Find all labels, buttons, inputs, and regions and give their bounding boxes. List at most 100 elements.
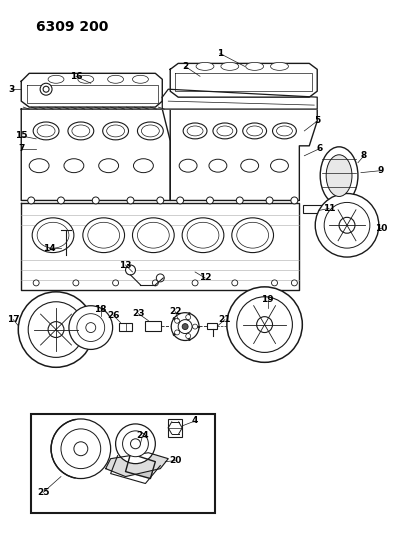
Polygon shape xyxy=(106,453,168,477)
Ellipse shape xyxy=(133,218,174,253)
Bar xyxy=(303,205,325,213)
Text: 19: 19 xyxy=(261,295,274,304)
Circle shape xyxy=(28,197,35,204)
Circle shape xyxy=(33,280,39,286)
Text: 13: 13 xyxy=(119,261,132,270)
Circle shape xyxy=(43,86,49,92)
Circle shape xyxy=(186,334,191,338)
Circle shape xyxy=(86,322,96,333)
Circle shape xyxy=(175,330,180,335)
Circle shape xyxy=(236,197,243,204)
Text: 23: 23 xyxy=(132,309,145,318)
Circle shape xyxy=(175,318,180,323)
Circle shape xyxy=(48,321,64,337)
Circle shape xyxy=(157,197,164,204)
Circle shape xyxy=(232,280,238,286)
Circle shape xyxy=(122,431,149,457)
Circle shape xyxy=(182,324,188,329)
Polygon shape xyxy=(21,74,162,107)
Circle shape xyxy=(127,197,134,204)
Ellipse shape xyxy=(326,155,352,197)
Polygon shape xyxy=(170,63,317,97)
Ellipse shape xyxy=(213,123,237,139)
Polygon shape xyxy=(162,89,317,109)
Ellipse shape xyxy=(246,62,264,70)
Bar xyxy=(207,322,217,328)
Bar xyxy=(145,321,161,330)
Ellipse shape xyxy=(72,125,90,137)
Circle shape xyxy=(40,83,52,95)
Text: 2: 2 xyxy=(182,62,188,71)
Circle shape xyxy=(113,280,119,286)
Ellipse shape xyxy=(137,222,169,248)
Ellipse shape xyxy=(99,159,119,173)
Ellipse shape xyxy=(247,126,263,136)
Circle shape xyxy=(177,197,184,204)
Text: 17: 17 xyxy=(7,315,20,324)
Polygon shape xyxy=(21,204,299,290)
Circle shape xyxy=(171,313,199,341)
Circle shape xyxy=(193,324,197,329)
Ellipse shape xyxy=(37,222,69,248)
Ellipse shape xyxy=(277,126,293,136)
Text: 6309 200: 6309 200 xyxy=(36,20,109,34)
Ellipse shape xyxy=(271,159,288,172)
Circle shape xyxy=(291,197,298,204)
Text: 25: 25 xyxy=(37,488,49,497)
Circle shape xyxy=(115,424,155,464)
Circle shape xyxy=(237,297,293,352)
Ellipse shape xyxy=(83,218,124,253)
Ellipse shape xyxy=(33,122,59,140)
Circle shape xyxy=(324,203,370,248)
Ellipse shape xyxy=(273,123,296,139)
Ellipse shape xyxy=(183,123,207,139)
Ellipse shape xyxy=(106,125,124,137)
Ellipse shape xyxy=(182,218,224,253)
Polygon shape xyxy=(170,109,317,200)
Ellipse shape xyxy=(142,125,159,137)
Text: 20: 20 xyxy=(169,456,182,465)
Circle shape xyxy=(61,429,101,469)
Text: 4: 4 xyxy=(192,416,198,425)
Circle shape xyxy=(272,280,277,286)
Text: 16: 16 xyxy=(70,72,82,81)
Ellipse shape xyxy=(137,122,163,140)
Ellipse shape xyxy=(37,125,55,137)
Ellipse shape xyxy=(221,62,239,70)
Text: 1: 1 xyxy=(217,49,223,58)
Ellipse shape xyxy=(271,62,288,70)
Ellipse shape xyxy=(64,159,84,173)
Circle shape xyxy=(69,306,113,350)
Circle shape xyxy=(156,274,164,282)
Circle shape xyxy=(339,217,355,233)
Text: 12: 12 xyxy=(199,273,211,282)
Ellipse shape xyxy=(187,126,203,136)
Ellipse shape xyxy=(237,222,268,248)
Ellipse shape xyxy=(133,75,149,83)
Circle shape xyxy=(315,193,379,257)
Ellipse shape xyxy=(232,218,273,253)
Polygon shape xyxy=(21,109,170,200)
Ellipse shape xyxy=(243,123,266,139)
Ellipse shape xyxy=(78,75,94,83)
Ellipse shape xyxy=(48,75,64,83)
Circle shape xyxy=(92,197,99,204)
Text: 21: 21 xyxy=(219,315,231,324)
Ellipse shape xyxy=(68,122,94,140)
Circle shape xyxy=(186,314,191,320)
Polygon shape xyxy=(126,454,155,479)
Text: 6: 6 xyxy=(316,144,322,154)
Bar xyxy=(119,322,133,330)
Ellipse shape xyxy=(32,218,74,253)
Circle shape xyxy=(266,197,273,204)
Circle shape xyxy=(291,280,297,286)
Ellipse shape xyxy=(179,159,197,172)
Text: 22: 22 xyxy=(169,307,182,316)
Circle shape xyxy=(77,314,105,342)
Text: 14: 14 xyxy=(43,244,55,253)
Ellipse shape xyxy=(29,159,49,173)
Ellipse shape xyxy=(108,75,124,83)
Circle shape xyxy=(28,302,84,358)
Ellipse shape xyxy=(209,159,227,172)
Circle shape xyxy=(126,265,135,275)
